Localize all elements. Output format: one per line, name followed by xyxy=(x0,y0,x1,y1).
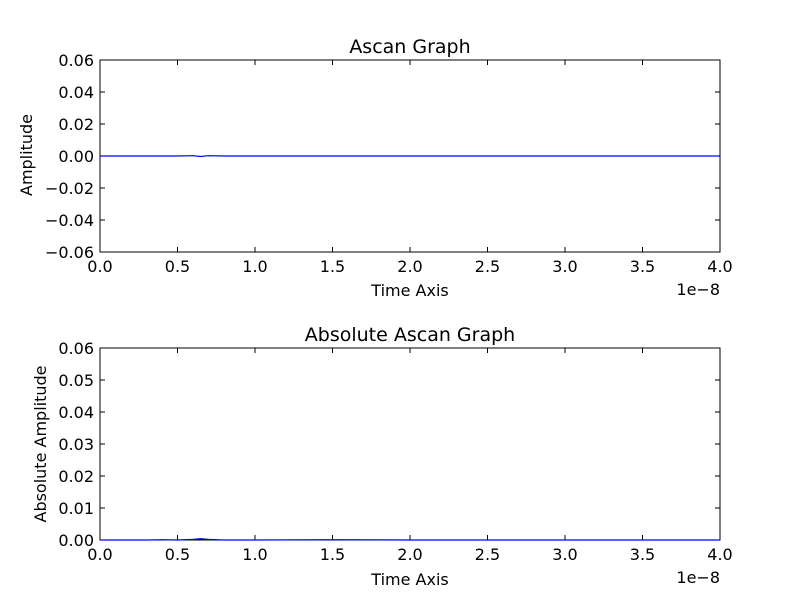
x-tick-label: 0.0 xyxy=(87,545,112,564)
y-tick-label: 0.02 xyxy=(58,115,94,134)
chart-ascan: Ascan Graph Time Axis Amplitude 1e−8 0.0… xyxy=(17,36,733,300)
y-tick-label: 0.02 xyxy=(58,467,94,486)
x-tick-label: 3.0 xyxy=(552,257,577,276)
x-tick-label: 3.5 xyxy=(630,257,655,276)
x-tick-label: 3.0 xyxy=(552,545,577,564)
x-tick-label: 2.5 xyxy=(475,257,500,276)
y-tick-label: 0.06 xyxy=(58,51,94,70)
x-tick-label: 4.0 xyxy=(707,545,732,564)
x-offset-text: 1e−8 xyxy=(676,568,720,587)
x-tick-label: 0.5 xyxy=(165,257,190,276)
y-tick-label: 0.01 xyxy=(58,499,94,518)
x-axis-label: Time Axis xyxy=(370,281,448,300)
x-axis-label: Time Axis xyxy=(370,570,448,589)
y-tick-label: −0.02 xyxy=(45,179,94,198)
y-tick-label: 0.05 xyxy=(58,371,94,390)
y-tick-label: −0.04 xyxy=(45,211,94,230)
y-tick-label: 0.00 xyxy=(58,531,94,550)
x-tick-label: 0.0 xyxy=(87,257,112,276)
x-tick-label: 4.0 xyxy=(707,257,732,276)
x-tick-label: 1.0 xyxy=(242,545,267,564)
series-line xyxy=(100,155,720,158)
series-line xyxy=(100,538,720,541)
x-tick-label: 0.5 xyxy=(165,545,190,564)
plot-frame xyxy=(99,347,721,541)
series-group xyxy=(100,538,720,541)
x-tick-label: 2.0 xyxy=(397,545,422,564)
axis-ticks: 0.0 0.5 1.0 1.5 2.0 2.5 3.0 3.5 4.0 −0.06 −0.04 −0.… xyxy=(45,51,733,276)
x-tick-label: 2.5 xyxy=(475,545,500,564)
y-tick-label: 0.03 xyxy=(58,435,94,454)
chart-title: Ascan Graph xyxy=(349,36,470,58)
y-axis-label: Amplitude xyxy=(17,114,36,196)
x-tick-label: 1.5 xyxy=(320,545,345,564)
series-group xyxy=(100,155,720,158)
y-tick-label: 0.04 xyxy=(58,403,94,422)
x-tick-label: 1.5 xyxy=(320,257,345,276)
x-tick-label: 2.0 xyxy=(397,257,422,276)
y-tick-label: 0.06 xyxy=(58,339,94,358)
axis-ticks: 0.0 0.5 1.0 1.5 2.0 2.5 3.0 3.5 4.0 0.00 0.01 0.02 0… xyxy=(58,339,732,564)
x-tick-label: 3.5 xyxy=(630,545,655,564)
x-tick-label: 1.0 xyxy=(242,257,267,276)
y-tick-label: 0.04 xyxy=(58,83,94,102)
x-offset-text: 1e−8 xyxy=(676,280,720,299)
y-tick-label: −0.06 xyxy=(45,243,94,262)
chart-absolute-ascan: Absolute Ascan Graph Time Axis Absolute … xyxy=(31,324,733,589)
y-axis-label: Absolute Amplitude xyxy=(31,365,50,522)
y-tick-label: 0.00 xyxy=(58,147,94,166)
chart-title: Absolute Ascan Graph xyxy=(305,324,515,346)
